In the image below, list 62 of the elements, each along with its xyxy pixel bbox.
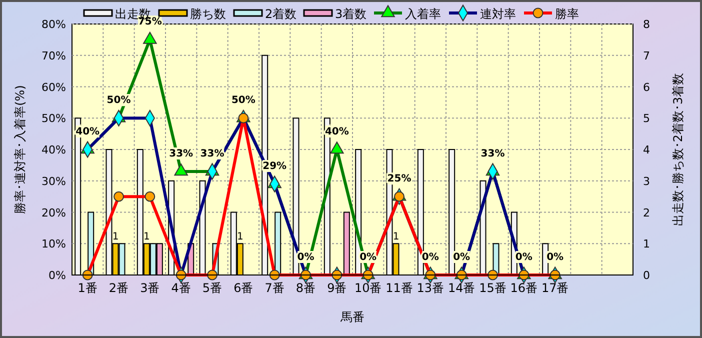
legend-label: 勝率 [555, 7, 579, 21]
y2-axis-title: 出走数･勝ち数･2着数･3着数 [671, 72, 685, 226]
x-tick-label: 16番 [510, 281, 538, 295]
y-axis-title: 勝率･連対率･入着率(%) [13, 85, 27, 214]
y2-tick-label: 8 [643, 18, 650, 31]
data-label: 0% [515, 252, 532, 263]
data-label: 25% [387, 174, 412, 185]
y2-tick-label: 3 [643, 174, 650, 188]
y-tick-label: 0% [48, 269, 66, 282]
data-label: 33% [169, 148, 194, 160]
data-label: 33% [200, 148, 224, 160]
x-tick-label: 4番 [171, 281, 191, 295]
y2-tick-label: 5 [643, 112, 650, 126]
legend-label: 連対率 [480, 7, 516, 21]
x-tick-label: 9番 [327, 281, 347, 295]
x-tick-label: 7番 [264, 281, 284, 295]
y2-tick-label: 7 [643, 49, 650, 62]
x-tick-label: 15番 [479, 281, 506, 295]
y2-tick-label: 0 [643, 269, 650, 282]
y-tick-label: 30% [42, 174, 66, 188]
data-label: 0% [453, 252, 470, 263]
x-tick-label: 1番 [78, 281, 98, 295]
data-label: 1 [236, 232, 244, 243]
data-label: 1 [392, 232, 400, 243]
y-tick-label: 40% [42, 144, 66, 156]
y-tick-label: 10% [42, 238, 66, 251]
data-label: 33% [480, 148, 505, 160]
data-label: 0% [297, 252, 314, 263]
data-label: 29% [262, 161, 287, 172]
x-tick-label: 5番 [202, 281, 222, 295]
data-label: 50% [231, 95, 256, 106]
data-label: 40% [324, 126, 349, 138]
y-tick-label: 50% [42, 112, 66, 126]
x-tick-label: 3番 [140, 281, 160, 295]
x-axis-title: 馬番 [340, 310, 364, 324]
legend-label: 3着数 [335, 7, 367, 21]
x-tick-label: 2番 [108, 281, 129, 295]
legend-label: 勝ち数 [190, 7, 226, 21]
y2-tick-label: 2 [643, 206, 650, 220]
x-tick-label: 8番 [296, 281, 316, 295]
data-label: 50% [106, 95, 131, 106]
legend-label: 入着率 [405, 7, 441, 21]
data-label: 1 [143, 232, 150, 243]
y2-tick-label: 4 [643, 144, 650, 156]
data-label: 1 [112, 232, 119, 243]
y-tick-label: 70% [42, 49, 66, 62]
y-tick-label: 60% [42, 80, 66, 94]
x-tick-label: 13番 [416, 281, 444, 295]
data-label: 0% [422, 252, 439, 263]
x-tick-label: 14番 [448, 281, 476, 295]
legend-label: 2着数 [265, 7, 297, 21]
data-label: 40% [76, 126, 100, 138]
y-tick-label: 20% [42, 206, 66, 220]
data-label: 0% [546, 252, 564, 263]
x-tick-label: 17番 [541, 281, 569, 295]
x-tick-label: 11番 [386, 281, 413, 295]
y2-tick-label: 1 [643, 238, 650, 251]
x-tick-label: 10番 [354, 281, 382, 295]
y2-tick-label: 6 [643, 80, 650, 94]
y-tick-label: 80% [42, 18, 66, 31]
data-label: 0% [360, 252, 377, 263]
x-tick-label: 6番 [234, 281, 254, 295]
